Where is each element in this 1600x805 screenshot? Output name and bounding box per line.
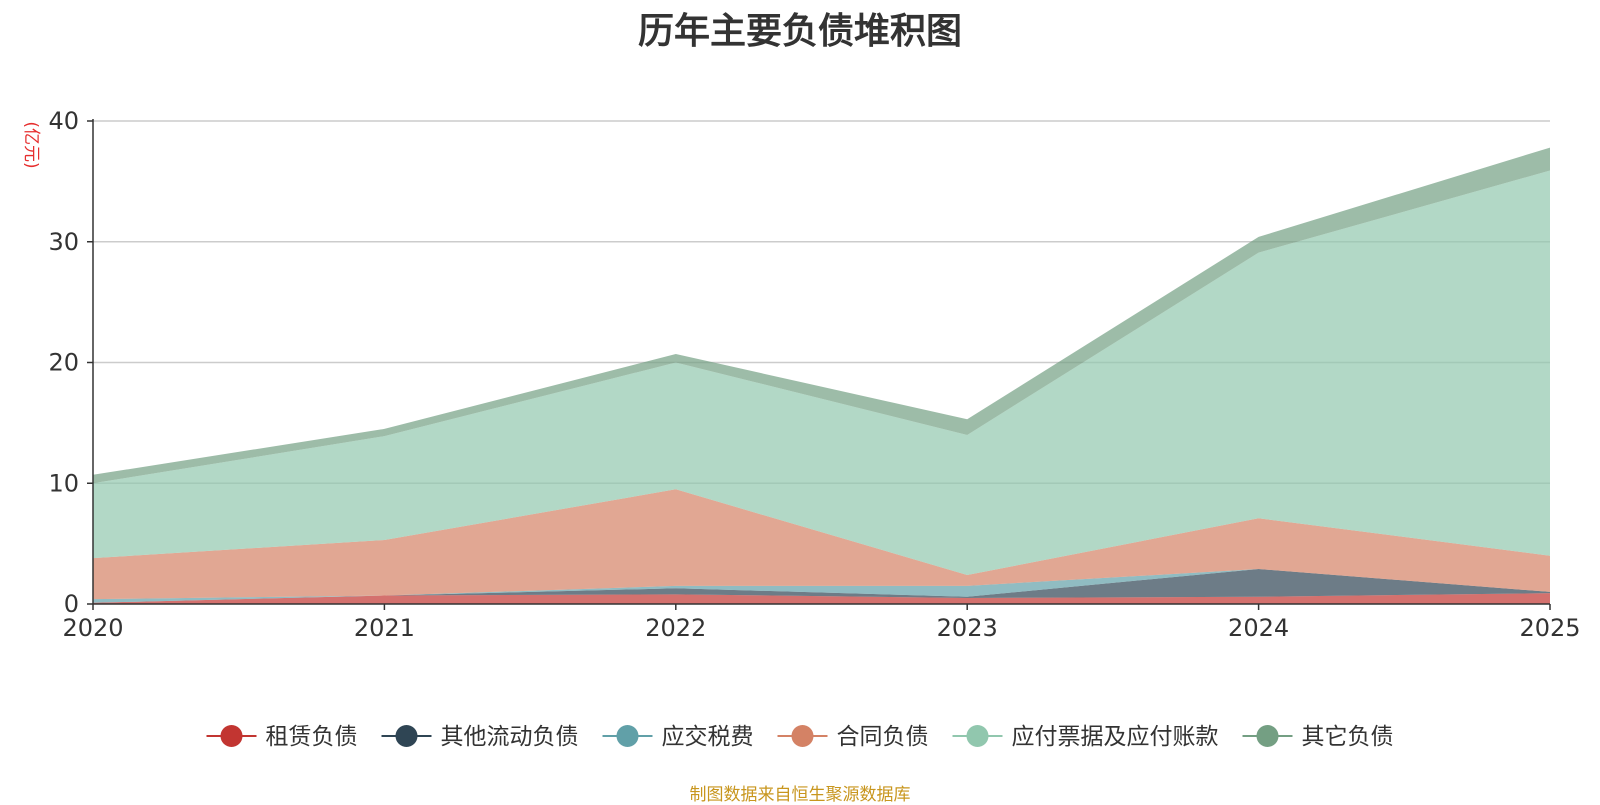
legend-label: 租赁负债 [266, 724, 358, 750]
x-tick-label: 2022 [645, 614, 706, 642]
legend-item-5[interactable]: 其它负债 [1242, 724, 1394, 750]
legend-marker [395, 725, 418, 747]
legend-item-4[interactable]: 应付票据及应付账款 [952, 724, 1219, 750]
legend-item-1[interactable]: 其他流动负债 [381, 724, 579, 750]
legend-item-3[interactable]: 合同负债 [777, 724, 929, 750]
y-tick-label: 30 [48, 228, 79, 256]
series-areas [93, 147, 1550, 604]
y-tick-label: 20 [48, 349, 79, 377]
legend-label: 合同负债 [837, 724, 929, 750]
legend-marker [1256, 725, 1279, 747]
area-series-3 [93, 489, 1550, 600]
area-series-1 [93, 568, 1550, 603]
x-tick-label: 2024 [1228, 614, 1289, 642]
x-tick-label: 2020 [62, 614, 123, 642]
x-tick-label: 2021 [354, 614, 415, 642]
y-axis-unit-label: (亿元) [21, 121, 41, 168]
legend-marker [616, 725, 639, 747]
x-tick-label: 2023 [937, 614, 998, 642]
axes: 0 10 20 30 40 2020 2021 2022 2023 2024 2025 [48, 107, 1580, 642]
legend-marker [966, 725, 989, 747]
area-series-4 [93, 170, 1550, 576]
y-tick-label: 0 [64, 590, 79, 618]
data-source-note: 制图数据来自恒生聚源数据库 [689, 785, 911, 805]
y-tick-label: 40 [48, 107, 79, 135]
legend-marker [791, 725, 814, 747]
legend-item-2[interactable]: 应交税费 [602, 724, 754, 750]
area-series-0 [93, 593, 1550, 604]
legend-label: 其他流动负债 [441, 724, 579, 750]
legend-label: 应交税费 [662, 724, 754, 750]
y-tick-label: 10 [48, 469, 79, 497]
legend-label: 应付票据及应付账款 [1012, 724, 1219, 750]
legend-item-0[interactable]: 租赁负债 [206, 724, 358, 750]
legend-label: 其它负债 [1302, 724, 1394, 750]
legend-marker [220, 725, 243, 747]
legend: 租赁负债 其他流动负债 应交税费 合同负债 应付票据及应付账款 其它负债 [206, 724, 1394, 750]
chart-title: 历年主要负债堆积图 [637, 11, 962, 52]
x-tick-label: 2025 [1519, 614, 1580, 642]
